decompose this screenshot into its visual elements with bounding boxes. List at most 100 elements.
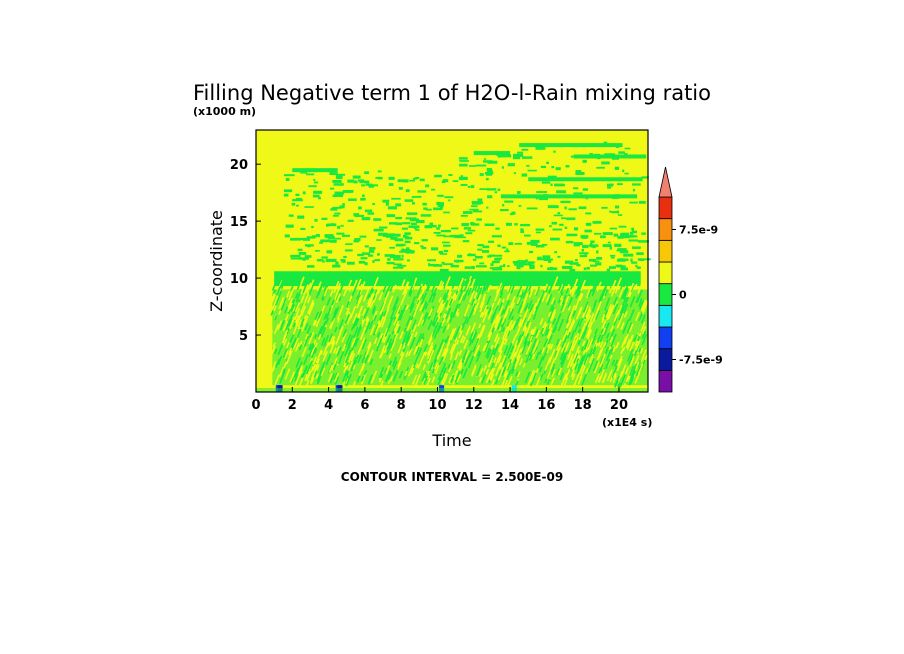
field-streak (376, 333, 384, 347)
field-streak (599, 355, 605, 365)
field-streak (551, 368, 556, 378)
field-upper-streak (554, 183, 565, 187)
field-upper-streak (494, 191, 498, 194)
x-tick-label: 8 (397, 398, 406, 413)
field-upper-streak (439, 253, 448, 255)
field-streak (573, 372, 580, 387)
field-upper-streak (603, 142, 607, 145)
field-streak (541, 347, 549, 361)
field-streak (484, 308, 488, 316)
field-upper-streak (409, 218, 420, 222)
x-tick-label: 18 (574, 398, 592, 413)
field-streak (571, 330, 576, 336)
field-streak (558, 283, 564, 293)
field-upper-streak (617, 248, 627, 251)
field-streak (581, 371, 588, 386)
field-streak (493, 315, 501, 328)
field-streak (584, 357, 589, 365)
field-streak (565, 323, 570, 329)
field-streak (559, 298, 564, 306)
field-streak (532, 313, 537, 320)
field-upper-streak (453, 234, 463, 238)
field-upper-streak (420, 214, 432, 217)
field-upper-streak (579, 254, 588, 258)
field-streak (557, 367, 563, 376)
field-streak (412, 374, 418, 385)
field-streak (622, 287, 629, 300)
field-upper-streak (565, 164, 570, 168)
field-streak (314, 334, 318, 339)
field-upper-streak (609, 254, 616, 257)
field-streak (626, 348, 634, 362)
field-upper-streak (395, 203, 402, 207)
field-streak (335, 293, 341, 304)
field-streak (389, 305, 397, 320)
field-streak (299, 318, 305, 328)
field-streak (527, 310, 533, 322)
field-upper-streak (364, 180, 370, 184)
field-streak (615, 341, 620, 349)
field-upper-streak (442, 263, 454, 266)
field-upper-streak (442, 179, 449, 183)
field-streak (538, 349, 543, 355)
field-streak (546, 327, 553, 339)
field-streak (307, 299, 315, 315)
colorbar-segment (658, 348, 673, 371)
field-streak (333, 347, 337, 354)
field-streak (628, 309, 635, 321)
field-upper-streak (392, 266, 404, 269)
field-upper-streak (582, 244, 589, 248)
field-streak (426, 277, 434, 292)
field-upper-streak (390, 236, 398, 240)
field-streak (357, 354, 362, 363)
field-streak (577, 365, 582, 372)
field-streak (354, 337, 360, 347)
field-streak (363, 369, 368, 376)
field-streak (380, 311, 384, 318)
field-upper-streak (552, 228, 563, 231)
field-streak (505, 342, 513, 357)
field-upper-streak (459, 234, 464, 237)
field-streak (351, 279, 358, 292)
field-streak (524, 325, 531, 337)
field-streak (581, 340, 586, 347)
field-streak (407, 332, 414, 347)
field-streak (490, 302, 495, 311)
field-streak (506, 382, 510, 388)
field-streak (629, 284, 635, 293)
field-upper-streak (560, 200, 571, 204)
field-streak (452, 377, 457, 385)
field-streak (486, 280, 492, 290)
field-streak (343, 354, 349, 364)
field-streak (292, 323, 299, 335)
field-streak (629, 296, 636, 308)
field-upper-streak (369, 249, 375, 253)
field-upper-streak (638, 201, 646, 204)
field-streak (471, 366, 477, 377)
field-streak (481, 373, 487, 384)
field-upper-streak (307, 265, 315, 268)
field-streak (604, 289, 609, 297)
field-upper-streak (388, 183, 394, 187)
field-streak (601, 327, 606, 336)
field-streak (301, 317, 308, 332)
field-streak (404, 336, 411, 347)
field-streak (635, 311, 641, 322)
field-streak (410, 367, 415, 375)
field-streak (338, 319, 344, 330)
field-upper-streak (297, 248, 303, 251)
field-streak (275, 291, 282, 306)
field-streak (456, 312, 460, 317)
field-high-band (573, 154, 647, 159)
field-streak (432, 358, 438, 368)
field-upper-streak (395, 216, 403, 220)
field-upper-streak (520, 228, 524, 232)
field-streak (442, 289, 450, 305)
field-streak (313, 370, 318, 378)
field-streak (361, 338, 368, 350)
field-streak (583, 353, 590, 365)
field-upper-streak (609, 246, 612, 250)
field-streak (361, 351, 368, 364)
field-upper-streak (422, 202, 427, 206)
field-streak (535, 304, 539, 310)
